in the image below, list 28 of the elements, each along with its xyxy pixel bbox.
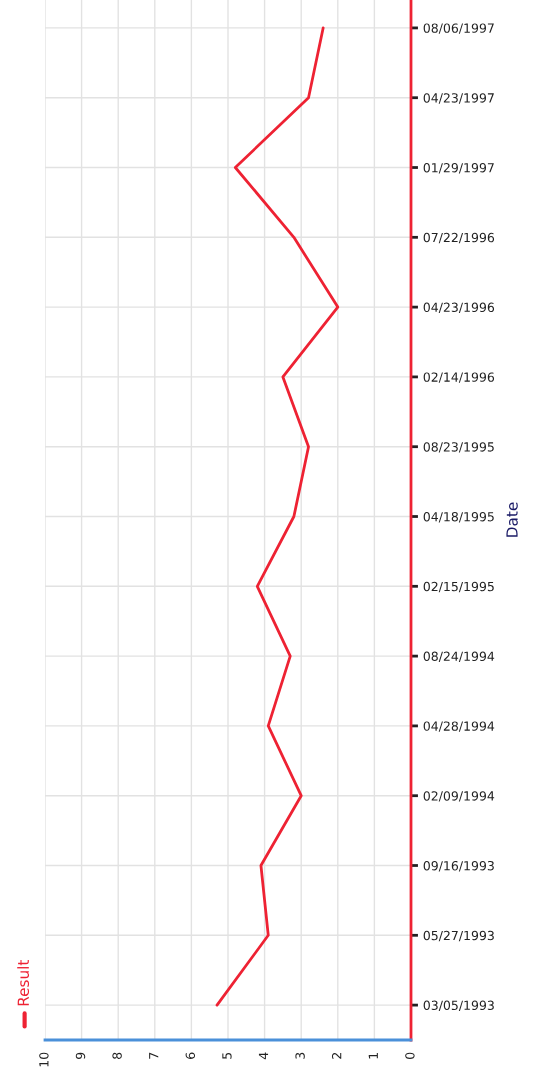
y-tick-label: 04/23/1996 — [423, 302, 495, 314]
y-tick-label: 07/22/1996 — [423, 232, 495, 244]
x-tick-label: 0 — [405, 1052, 415, 1059]
x-tick-label: 9 — [75, 1052, 86, 1059]
y-tick-label: 04/18/1995 — [423, 511, 494, 523]
y-tick-label: 09/16/1993 — [423, 860, 494, 872]
y-tick-label: 04/23/1997 — [423, 93, 494, 104]
y-tick-label: 08/24/1994 — [423, 651, 495, 663]
text: Result — [17, 959, 30, 1006]
x-tick-label: 6 — [185, 1052, 196, 1059]
y-tick-label: 01/29/1997 — [423, 162, 494, 174]
y-tick-label: 02/14/1996 — [423, 372, 495, 383]
y-tick-label: 02/15/1995 — [423, 581, 494, 593]
y-tick-label: 03/05/1993 — [423, 1000, 494, 1012]
y-tick-label: 08/23/1995 — [423, 442, 494, 453]
x-tick-label: 10 — [39, 1052, 49, 1067]
x-tick-label: 3 — [295, 1052, 305, 1059]
x-tick-label: 7 — [149, 1052, 159, 1059]
x-tick-label: 1 — [368, 1052, 378, 1059]
y-axis-title: Date — [506, 502, 518, 537]
x-tick-label: 2 — [331, 1053, 342, 1059]
y-tick-label: 02/09/1994 — [423, 791, 495, 802]
y-tick-label: 05/27/1993 — [423, 930, 494, 942]
y-tick-label: 08/06/1997 — [423, 23, 494, 34]
y-tick-label: 04/28/1994 — [423, 721, 495, 732]
x-tick-label: 8 — [112, 1052, 122, 1059]
x-tick-label: 5 — [222, 1052, 232, 1059]
x-tick-label: 4 — [258, 1052, 269, 1060]
